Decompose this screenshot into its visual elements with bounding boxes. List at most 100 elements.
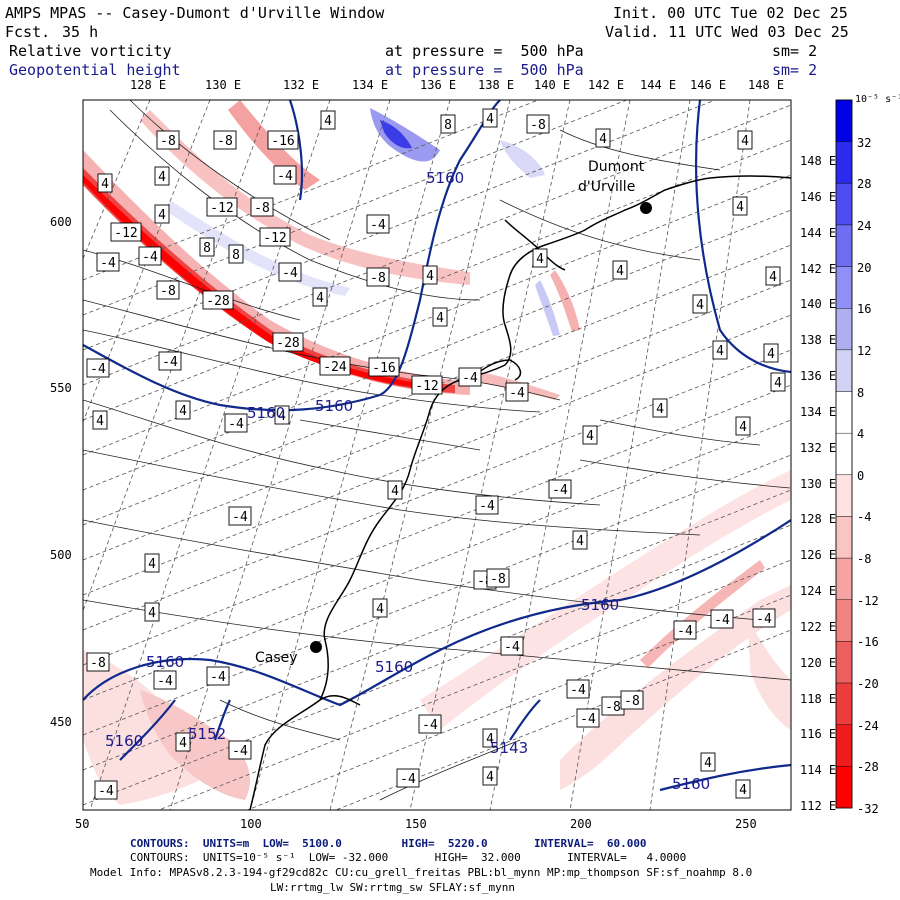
svg-text:-4: -4 xyxy=(570,683,586,698)
vorticity-label: 4 xyxy=(274,405,290,425)
vorticity-label: -4 xyxy=(224,413,248,433)
valid-time: Valid. 11 UTC Wed 03 Dec 25 xyxy=(605,23,849,41)
colorbar-swatch xyxy=(835,391,853,434)
svg-text:-4: -4 xyxy=(552,483,568,498)
vorticity-label: 4 xyxy=(372,598,388,618)
colorbar-swatch xyxy=(835,349,853,392)
height-label: 5160 xyxy=(146,653,184,671)
vorticity-label: -4 xyxy=(710,609,734,629)
right-lon-label-13: 122 E xyxy=(800,619,837,634)
right-lon-label-18: 112 E xyxy=(800,799,837,813)
colorbar-label: -4 xyxy=(857,510,872,525)
svg-text:-16: -16 xyxy=(372,361,395,376)
vorticity-label: -12 xyxy=(206,197,238,217)
colorbar-unit-label: 10⁻⁵ s⁻¹ xyxy=(855,94,900,105)
vorticity-label: -4 xyxy=(228,740,252,760)
height-label: 5160 xyxy=(247,404,285,422)
casey-station-marker xyxy=(310,641,322,653)
y-tick-500: 500 xyxy=(50,548,72,562)
field2-name: Geopotential height xyxy=(9,61,181,79)
svg-text:-12: -12 xyxy=(114,226,137,241)
svg-text:-4: -4 xyxy=(580,712,596,727)
casey-label: Casey xyxy=(255,650,298,666)
right-lon-label-7: 134 E xyxy=(800,404,837,419)
svg-text:4: 4 xyxy=(716,344,724,359)
svg-text:4: 4 xyxy=(278,409,286,424)
height-label: 5160 xyxy=(105,732,143,750)
svg-text:-4: -4 xyxy=(277,169,293,184)
colorbar xyxy=(835,99,853,809)
svg-text:-4: -4 xyxy=(400,772,416,787)
colorbar-swatch xyxy=(835,183,853,226)
svg-text:-16: -16 xyxy=(271,134,294,149)
vorticity-label: 4 xyxy=(175,732,191,752)
vorticity-label: 4 xyxy=(144,602,160,622)
colorbar-label: 8 xyxy=(857,385,865,400)
colorbar-label: -8 xyxy=(857,552,872,567)
vorticity-label: 4 xyxy=(735,779,751,799)
right-lon-label-16: 116 E xyxy=(800,727,837,742)
vorticity-label: 4 xyxy=(482,728,498,748)
svg-text:-4: -4 xyxy=(509,386,525,401)
svg-text:-4: -4 xyxy=(142,250,158,265)
vorticity-label: -4 xyxy=(273,165,297,185)
dumont-durville-station-marker xyxy=(640,202,652,214)
vorticity-label: -4 xyxy=(396,768,420,788)
colorbar-label: -32 xyxy=(857,802,879,816)
vorticity-label: -4 xyxy=(566,679,590,699)
svg-text:-4: -4 xyxy=(504,640,520,655)
vorticity-label: 4 xyxy=(763,343,779,363)
svg-text:-4: -4 xyxy=(756,612,772,627)
vorticity-label: 4 xyxy=(692,294,708,314)
top-lon-label-3: 134 E xyxy=(352,78,389,92)
vorticity-label: 4 xyxy=(582,425,598,445)
colorbar-label: -16 xyxy=(857,635,879,650)
vorticity-label: 4 xyxy=(532,248,548,268)
svg-text:-8: -8 xyxy=(370,271,386,286)
svg-text:-4: -4 xyxy=(100,256,116,271)
svg-text:4: 4 xyxy=(774,376,782,391)
vorticity-label: -4 xyxy=(158,351,182,371)
vorticity-label: 4 xyxy=(735,416,751,436)
vorticity-label: 4 xyxy=(612,260,628,280)
colorbar-swatch xyxy=(835,641,853,684)
vorticity-label: -4 xyxy=(576,708,600,728)
colorbar-swatch xyxy=(835,432,853,476)
height-label: 5160 xyxy=(581,596,619,614)
right-lon-label-11: 126 E xyxy=(800,548,837,563)
colorbar-swatch xyxy=(835,224,853,267)
colorbar-label: 0 xyxy=(857,468,865,483)
svg-text:4: 4 xyxy=(316,291,324,306)
vorticity-label: -4 xyxy=(366,214,390,234)
height-labels: 5160 5160 5160 5160 5160 5160 5152 5143 5160 5160 xyxy=(105,169,710,793)
svg-text:-8: -8 xyxy=(90,656,106,671)
svg-text:4: 4 xyxy=(741,134,749,149)
top-lon-label-4: 136 E xyxy=(420,78,457,92)
svg-text:4: 4 xyxy=(179,736,187,751)
svg-text:4: 4 xyxy=(739,420,747,435)
vorticity-label: -16 xyxy=(267,130,299,150)
svg-text:-12: -12 xyxy=(415,379,438,394)
svg-text:4: 4 xyxy=(769,270,777,285)
vorticity-label: -8 xyxy=(156,280,180,300)
right-lon-label-6: 136 E xyxy=(800,369,837,383)
svg-text:4: 4 xyxy=(391,484,399,499)
svg-text:4: 4 xyxy=(486,112,494,127)
svg-text:4: 4 xyxy=(576,534,584,549)
height-label: 5160 xyxy=(672,775,710,793)
vorticity-label: -4 xyxy=(206,666,230,686)
svg-text:-4: -4 xyxy=(210,670,226,685)
svg-text:-8: -8 xyxy=(160,284,176,299)
map-title: AMPS MPAS -- Casey-Dumont d'Urville Wind… xyxy=(5,4,385,22)
colorbar-label: -24 xyxy=(857,718,879,733)
top-lon-label-9: 146 E xyxy=(690,78,727,92)
vorticity-label: -4 xyxy=(153,670,177,690)
colorbar-swatch xyxy=(835,724,853,767)
vorticity-label: 4 xyxy=(572,530,588,550)
svg-text:-28: -28 xyxy=(276,336,299,351)
vorticity-label: -4 xyxy=(673,620,697,640)
vorticity-label: 4 xyxy=(154,204,170,224)
vorticity-label: 4 xyxy=(97,173,113,193)
top-lon-label-10: 148 E xyxy=(748,78,785,92)
